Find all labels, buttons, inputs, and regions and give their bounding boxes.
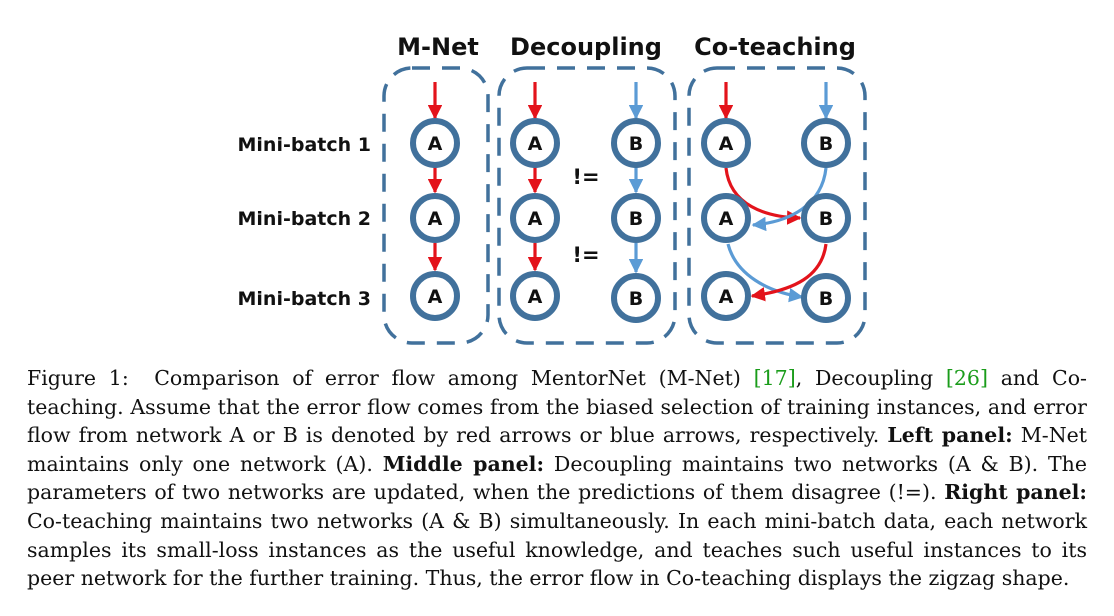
svg-text:B: B — [629, 133, 643, 155]
svg-text:B: B — [629, 208, 643, 230]
svg-text:B: B — [629, 288, 643, 310]
panel-title-mnet: M-Net — [397, 33, 479, 61]
left-panel-text: M-Net maintains only one network (A). — [27, 423, 1087, 476]
decoupling-node-a-1: A — [510, 118, 560, 168]
decoupling-node-a-3: A — [510, 271, 560, 321]
svg-text:A: A — [719, 286, 734, 308]
svg-text:A: A — [428, 133, 443, 155]
caption-label: Figure 1: — [27, 366, 129, 390]
coteaching-node-a-2: A — [701, 193, 751, 243]
caption-sentence-1: Comparison of error flow among MentorNet… — [154, 366, 754, 390]
svg-text:A: A — [428, 208, 443, 230]
decoupling-disagree-label-1: != — [572, 165, 599, 189]
svg-text:A: A — [719, 208, 734, 230]
svg-text:B: B — [819, 208, 833, 230]
caption-sentence-3: and Co-teaching. Assume that the error f… — [27, 366, 1087, 448]
panel-title-coteaching: Co-teaching — [694, 33, 856, 61]
svg-text:A: A — [528, 286, 543, 308]
panel-box-mnet — [382, 66, 490, 345]
error-flow-figure: M-Net Decoupling Co-teaching Mini-batch … — [238, 33, 867, 345]
panel-box-decoupling — [497, 66, 677, 345]
mnet-node-a-2: A — [410, 193, 460, 243]
coteaching-a2-to-b3-arrow — [726, 243, 804, 303]
citation-link-17[interactable]: [17] — [753, 366, 796, 390]
row-label-2: Mini-batch 2 — [238, 208, 371, 230]
coteaching-node-b-3: B — [801, 273, 851, 323]
row-label-3: Mini-batch 3 — [238, 288, 371, 310]
mnet-node-a-1: A — [410, 118, 460, 168]
panel-title-decoupling: Decoupling — [510, 33, 662, 61]
figure-caption: Figure 1: Comparison of error flow among… — [27, 364, 1087, 593]
mnet-node-a-3: A — [410, 271, 460, 321]
coteaching-node-a-3: A — [701, 271, 751, 321]
coteaching-node-b-2: B — [801, 193, 851, 243]
right-panel-heading: Right panel: — [944, 480, 1088, 505]
decoupling-node-b-1: B — [611, 118, 661, 168]
right-panel-text: Co-teaching maintains two networks (A & … — [27, 508, 1087, 591]
svg-text:A: A — [528, 133, 543, 155]
coteaching-node-a-1: A — [701, 118, 751, 168]
middle-panel-heading: Middle panel: — [382, 451, 545, 476]
citation-link-26[interactable]: [26] — [945, 366, 988, 390]
decoupling-disagree-label-2: != — [572, 243, 599, 267]
svg-text:A: A — [428, 286, 443, 308]
svg-text:B: B — [819, 288, 833, 310]
panel-box-coteaching — [687, 66, 867, 345]
left-panel-heading: Left panel: — [887, 423, 1013, 448]
svg-text:A: A — [528, 208, 543, 230]
coteaching-b2-to-a3-arrow — [750, 243, 828, 302]
coteaching-node-b-1: B — [801, 118, 851, 168]
row-label-1: Mini-batch 1 — [238, 134, 371, 156]
caption-sentence-2: , Decoupling — [795, 366, 946, 390]
decoupling-node-a-2: A — [510, 193, 560, 243]
svg-text:B: B — [819, 133, 833, 155]
middle-panel-text: Decoupling maintains two networks (A & B… — [27, 451, 1087, 505]
decoupling-node-b-2: B — [611, 193, 661, 243]
decoupling-node-b-3: B — [611, 273, 661, 323]
svg-text:A: A — [719, 133, 734, 155]
coteaching-b1-to-a2-arrow — [751, 167, 828, 232]
